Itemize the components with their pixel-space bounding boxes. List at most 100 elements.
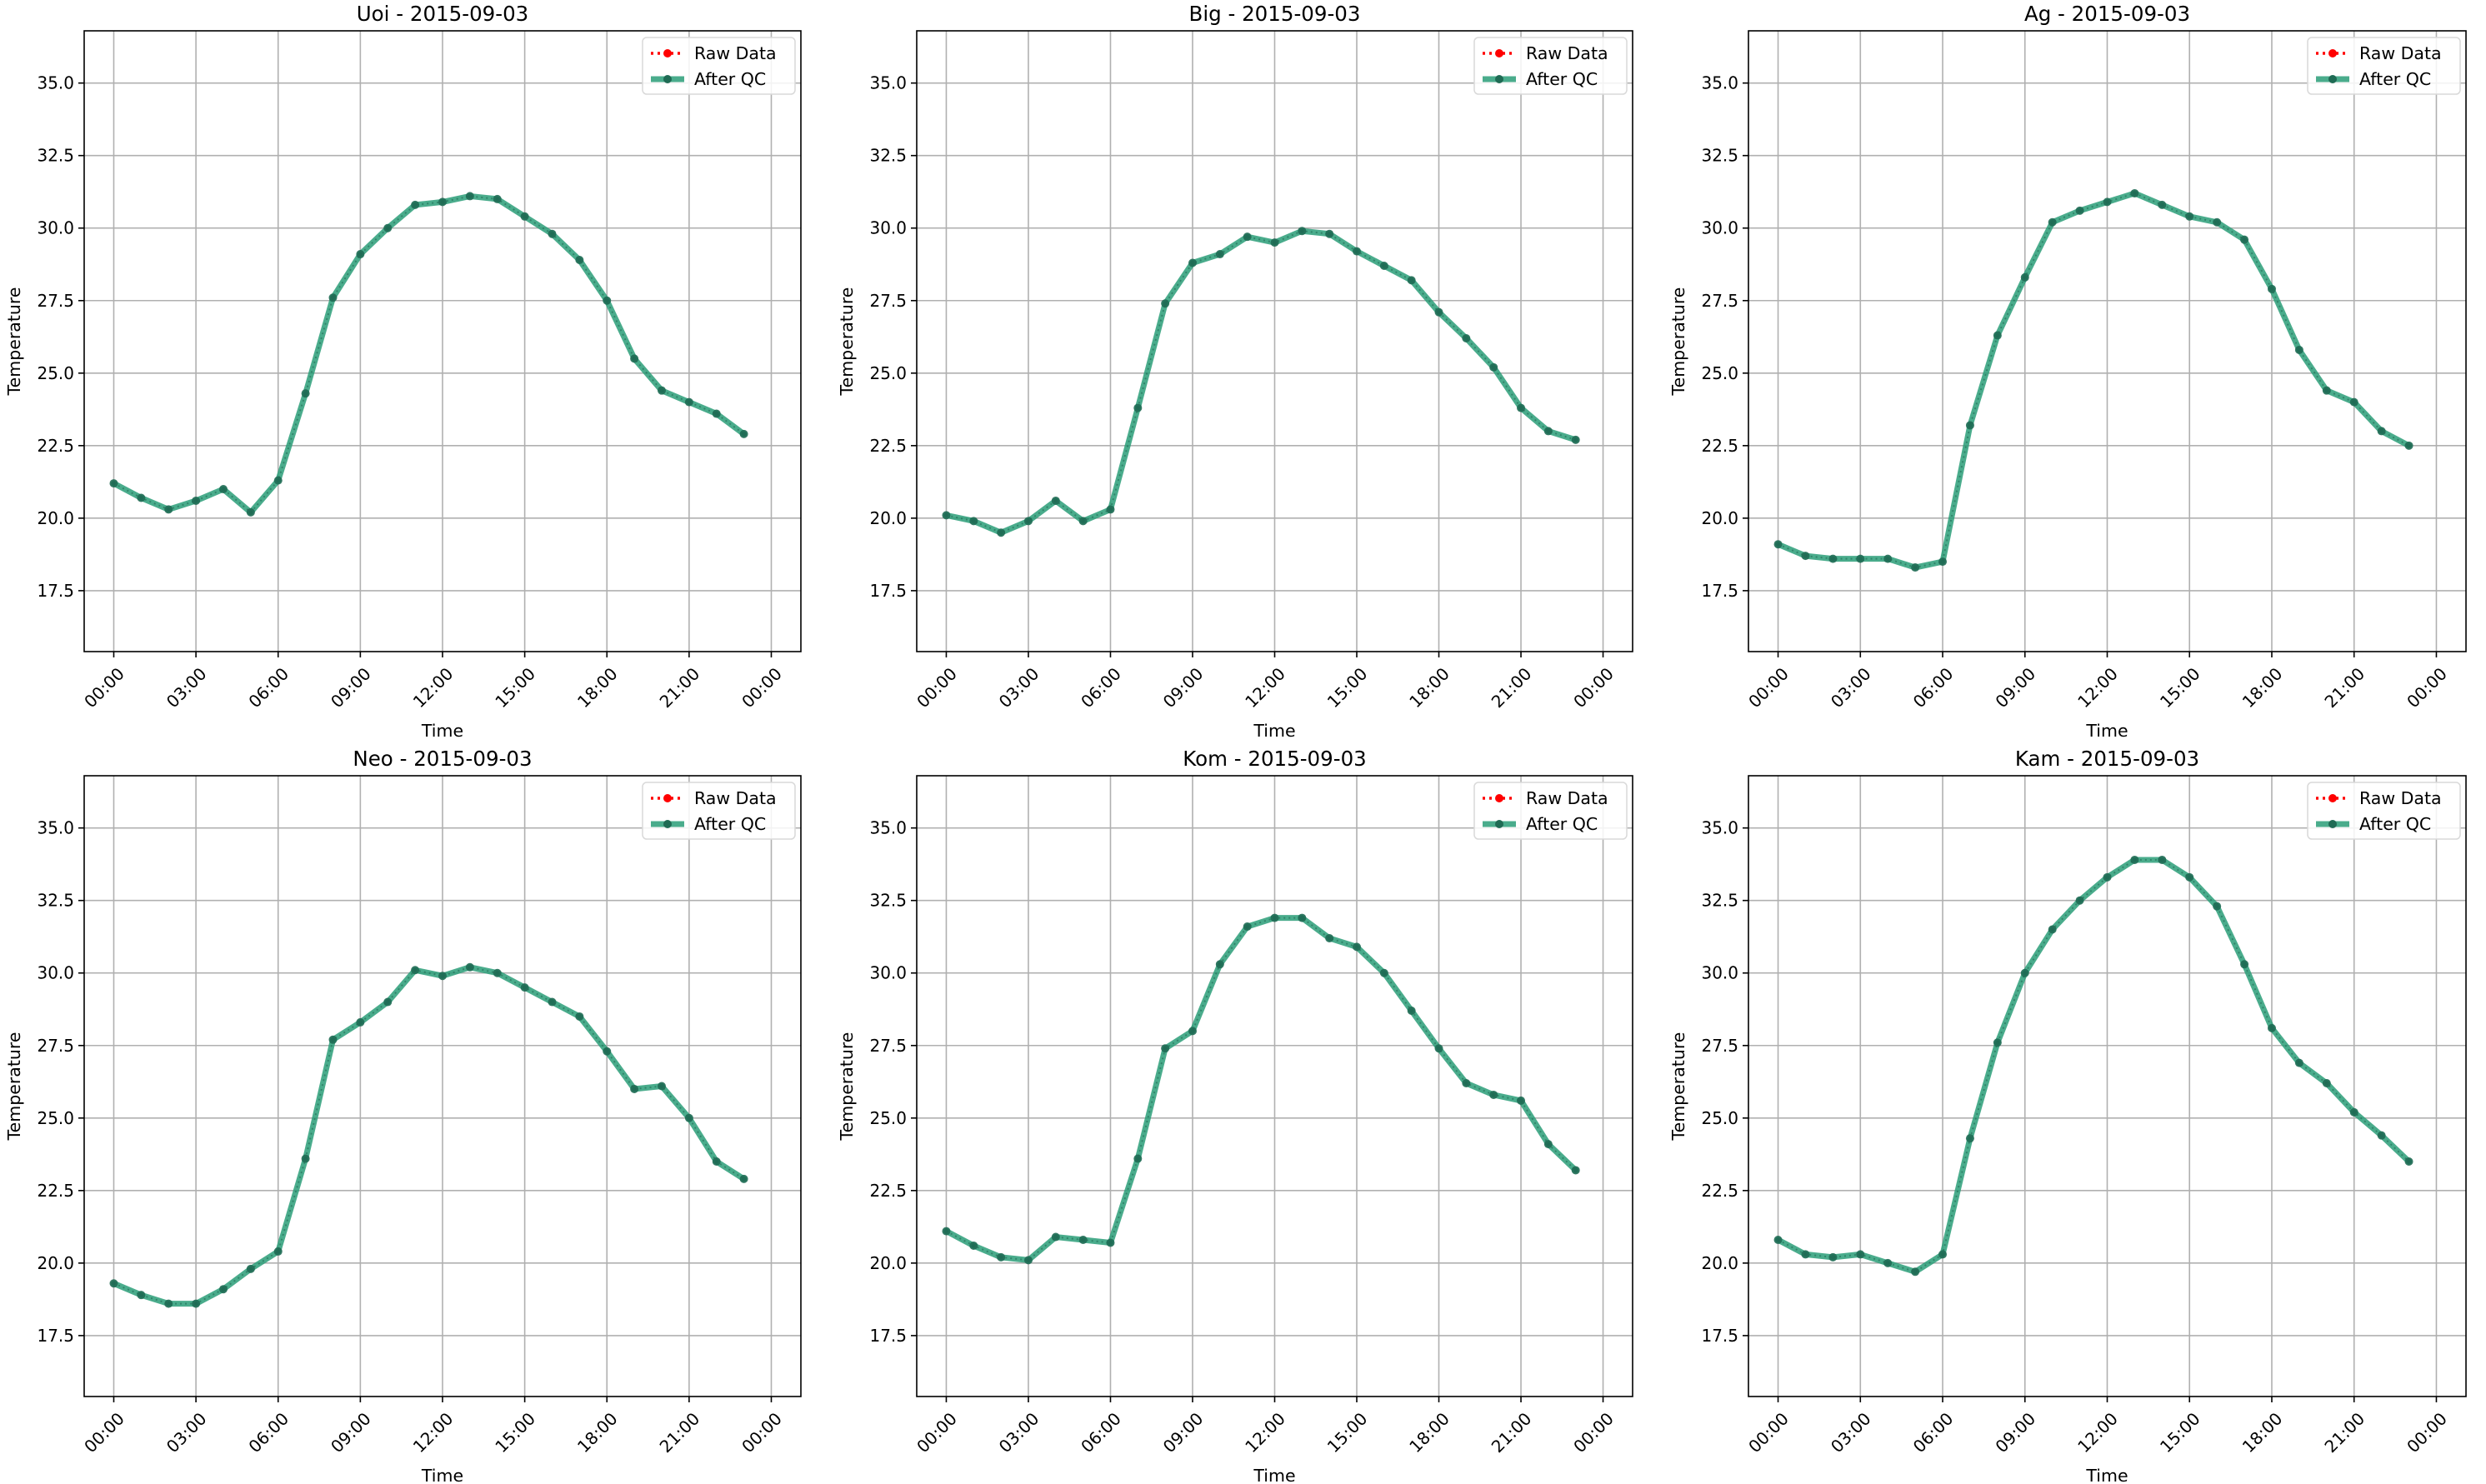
point-raw-data xyxy=(1518,1098,1523,1103)
point-raw-data xyxy=(549,1000,554,1005)
point-raw-data xyxy=(1026,518,1031,523)
point-raw-data xyxy=(2214,220,2219,225)
x-tick-label: 00:00 xyxy=(2403,1408,2451,1457)
x-tick-label: 09:00 xyxy=(327,663,375,712)
y-tick-label: 25.0 xyxy=(1701,363,1738,383)
point-raw-data xyxy=(2078,898,2083,903)
x-tick-label: 12:00 xyxy=(2073,1408,2122,1457)
x-tick-label: 00:00 xyxy=(80,1408,128,1457)
point-raw-data xyxy=(1803,1252,1808,1257)
y-tick-label: 27.5 xyxy=(869,291,907,311)
point-raw-data xyxy=(742,432,747,437)
chart-panel-5: 17.5 20.0 22.5 25.0 27.5 30.0 32.5 35.0 00:00 03:… xyxy=(837,747,1633,1484)
y-tick-label: 35.0 xyxy=(869,73,907,93)
y-tick-label: 35.0 xyxy=(1701,73,1738,93)
x-tick-label: 15:00 xyxy=(491,663,539,712)
point-raw-data xyxy=(1573,1167,1578,1172)
legend-label-raw-data: Raw Data xyxy=(694,788,777,808)
y-tick-label: 17.5 xyxy=(37,581,74,601)
point-raw-data xyxy=(166,507,171,512)
series-line-raw-data xyxy=(113,966,745,1305)
y-tick-label: 20.0 xyxy=(1701,1253,1738,1273)
point-raw-data xyxy=(1858,1252,1863,1257)
legend: Raw Data After QC xyxy=(642,782,796,840)
point-raw-data xyxy=(1053,1235,1058,1240)
point-raw-data xyxy=(1190,1028,1195,1033)
x-tick-label: 21:00 xyxy=(1488,1408,1536,1457)
point-raw-data xyxy=(2324,1081,2329,1086)
point-raw-data xyxy=(943,512,948,517)
point-raw-data xyxy=(2269,287,2274,292)
legend: Raw Data After QC xyxy=(642,37,796,95)
point-raw-data xyxy=(1463,1081,1468,1086)
chart-title: Neo - 2015-09-03 xyxy=(353,747,532,771)
y-tick-label: 35.0 xyxy=(869,818,907,838)
point-raw-data xyxy=(604,1049,609,1054)
axes-frame xyxy=(916,775,1633,1397)
y-tick-label: 30.0 xyxy=(37,218,74,238)
x-tick-label: 18:00 xyxy=(573,663,622,712)
legend: Raw Data After QC xyxy=(1473,782,1628,840)
y-tick-label: 20.0 xyxy=(1701,508,1738,528)
x-axis-label: Time xyxy=(1253,1466,1295,1484)
series-line-raw-data xyxy=(945,917,1577,1262)
y-tick-label: 30.0 xyxy=(1701,963,1738,983)
point-raw-data xyxy=(1108,1240,1113,1245)
point-raw-data xyxy=(1776,1237,1781,1242)
y-tick-label: 32.5 xyxy=(1701,891,1738,911)
point-raw-data xyxy=(440,973,445,978)
point-raw-data xyxy=(2297,347,2302,352)
x-tick-label: 03:00 xyxy=(163,663,211,712)
point-raw-data xyxy=(112,481,117,486)
point-raw-data xyxy=(1135,406,1140,411)
x-tick-label: 15:00 xyxy=(1323,663,1372,712)
chart-panel-1: 17.5 20.0 22.5 25.0 27.5 30.0 32.5 35.0 00:00 03:… xyxy=(4,2,802,741)
point-raw-data xyxy=(1081,518,1086,523)
point-raw-data xyxy=(1327,232,1332,237)
point-raw-data xyxy=(221,1287,226,1292)
point-raw-data xyxy=(604,298,609,303)
y-tick-label: 22.5 xyxy=(869,436,907,456)
point-raw-data xyxy=(2023,971,2028,976)
y-tick-label: 22.5 xyxy=(37,1181,74,1201)
legend-label-raw-data: Raw Data xyxy=(2359,788,2442,808)
y-tick-label: 25.0 xyxy=(37,1108,74,1128)
point-raw-data xyxy=(276,478,281,483)
legend-marker-after-qc xyxy=(1495,75,1503,83)
point-raw-data xyxy=(1245,234,1250,239)
chart-panel-3: 17.5 20.0 22.5 25.0 27.5 30.0 32.5 35.0 00:00 03:… xyxy=(1668,2,2467,741)
point-raw-data xyxy=(495,971,500,976)
x-tick-label: 00:00 xyxy=(738,1408,786,1457)
point-raw-data xyxy=(659,388,664,393)
point-raw-data xyxy=(495,197,500,202)
x-tick-label: 12:00 xyxy=(2073,663,2122,712)
point-raw-data xyxy=(2214,904,2219,909)
point-raw-data xyxy=(138,495,143,500)
x-tick-label: 18:00 xyxy=(1405,1408,1453,1457)
x-tick-label: 03:00 xyxy=(995,1408,1043,1457)
point-raw-data xyxy=(1830,1255,1835,1260)
legend: Raw Data After QC xyxy=(1473,37,1628,95)
point-raw-data xyxy=(1830,557,1835,562)
legend-label-after-qc: After QC xyxy=(1526,814,1598,834)
point-raw-data xyxy=(1245,924,1250,929)
y-tick-label: 25.0 xyxy=(1701,1108,1738,1128)
point-raw-data xyxy=(2132,191,2137,196)
point-raw-data xyxy=(1940,559,1945,564)
point-raw-data xyxy=(1218,962,1223,967)
series-line-after-qc xyxy=(1775,857,2413,1275)
axes-frame xyxy=(83,30,802,652)
x-tick-label: 18:00 xyxy=(2238,663,2287,712)
point-raw-data xyxy=(1190,261,1195,266)
point-raw-data xyxy=(413,202,418,207)
legend-marker-raw-data xyxy=(2328,49,2337,57)
x-tick-label: 06:00 xyxy=(1909,663,1958,712)
point-raw-data xyxy=(440,199,445,204)
point-raw-data xyxy=(331,295,336,300)
point-raw-data xyxy=(1382,971,1387,976)
point-raw-data xyxy=(687,1116,692,1121)
x-tick-label: 15:00 xyxy=(2156,1408,2204,1457)
chart-title: Big - 2015-09-03 xyxy=(1189,2,1361,26)
legend-marker-raw-data xyxy=(1495,49,1503,57)
